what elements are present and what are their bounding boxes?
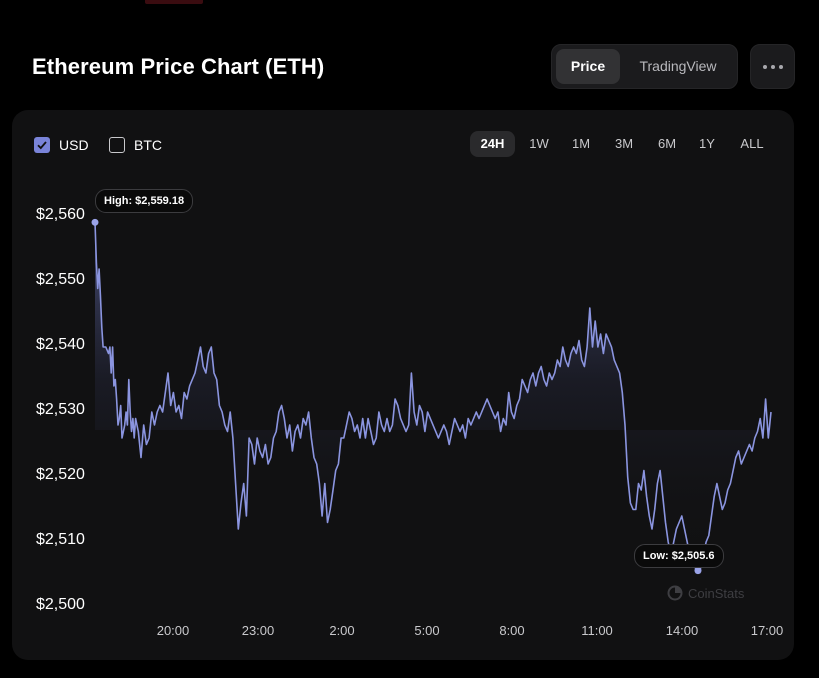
low-price-tooltip: Low: $2,505.6 <box>634 544 724 568</box>
coinstats-logo-icon <box>667 585 683 601</box>
view-switcher: Price TradingView <box>551 44 738 89</box>
btc-checkbox[interactable]: BTC <box>109 136 162 154</box>
usd-label: USD <box>59 137 89 153</box>
checkbox-checked-icon <box>34 137 50 153</box>
x-tick-label: 23:00 <box>241 623 275 638</box>
y-tick-label: $2,510 <box>36 531 85 548</box>
x-tick-label: 20:00 <box>156 623 190 638</box>
y-tick-label: $2,560 <box>36 206 85 223</box>
y-tick-label: $2,500 <box>36 596 85 613</box>
range-1y[interactable]: 1Y <box>699 136 715 151</box>
high-point-marker <box>91 218 99 226</box>
range-1m[interactable]: 1M <box>571 136 591 151</box>
x-tick-label: 2:00 <box>329 623 355 638</box>
usd-checkbox[interactable]: USD <box>34 136 89 154</box>
y-tick-label: $2,520 <box>36 466 85 483</box>
price-line <box>94 222 772 572</box>
x-tick-label: 17:00 <box>750 623 784 638</box>
x-tick-label: 8:00 <box>499 623 525 638</box>
watermark-text: CoinStats <box>688 585 745 601</box>
x-tick-label: 11:00 <box>581 623 613 638</box>
top-accent-strip <box>145 0 203 4</box>
more-dots-icon <box>770 64 775 69</box>
btc-label: BTC <box>134 137 162 153</box>
more-options-button[interactable] <box>750 44 795 89</box>
page-title: Ethereum Price Chart (ETH) <box>32 54 325 79</box>
tab-tradingview[interactable]: TradingView <box>639 58 717 74</box>
range-6m[interactable]: 6M <box>657 136 677 151</box>
x-tick-label: 14:00 <box>665 623 699 638</box>
high-price-tooltip: High: $2,559.18 <box>95 189 194 213</box>
more-dots-icon <box>762 64 767 69</box>
y-tick-label: $2,550 <box>36 271 85 288</box>
y-tick-label: $2,540 <box>36 336 85 353</box>
checkbox-unchecked-icon <box>109 137 125 153</box>
tab-price[interactable]: Price <box>556 49 620 84</box>
y-tick-label: $2,530 <box>36 401 85 418</box>
x-tick-label: 5:00 <box>414 623 440 638</box>
range-24h[interactable]: 24H <box>470 131 515 157</box>
price-area-fill <box>95 222 771 571</box>
more-dots-icon <box>778 64 783 69</box>
coinstats-watermark: CoinStats <box>667 585 744 601</box>
range-1w[interactable]: 1W <box>529 136 549 151</box>
range-3m[interactable]: 3M <box>614 136 634 151</box>
range-all[interactable]: ALL <box>740 136 764 151</box>
low-point-marker <box>694 567 702 575</box>
